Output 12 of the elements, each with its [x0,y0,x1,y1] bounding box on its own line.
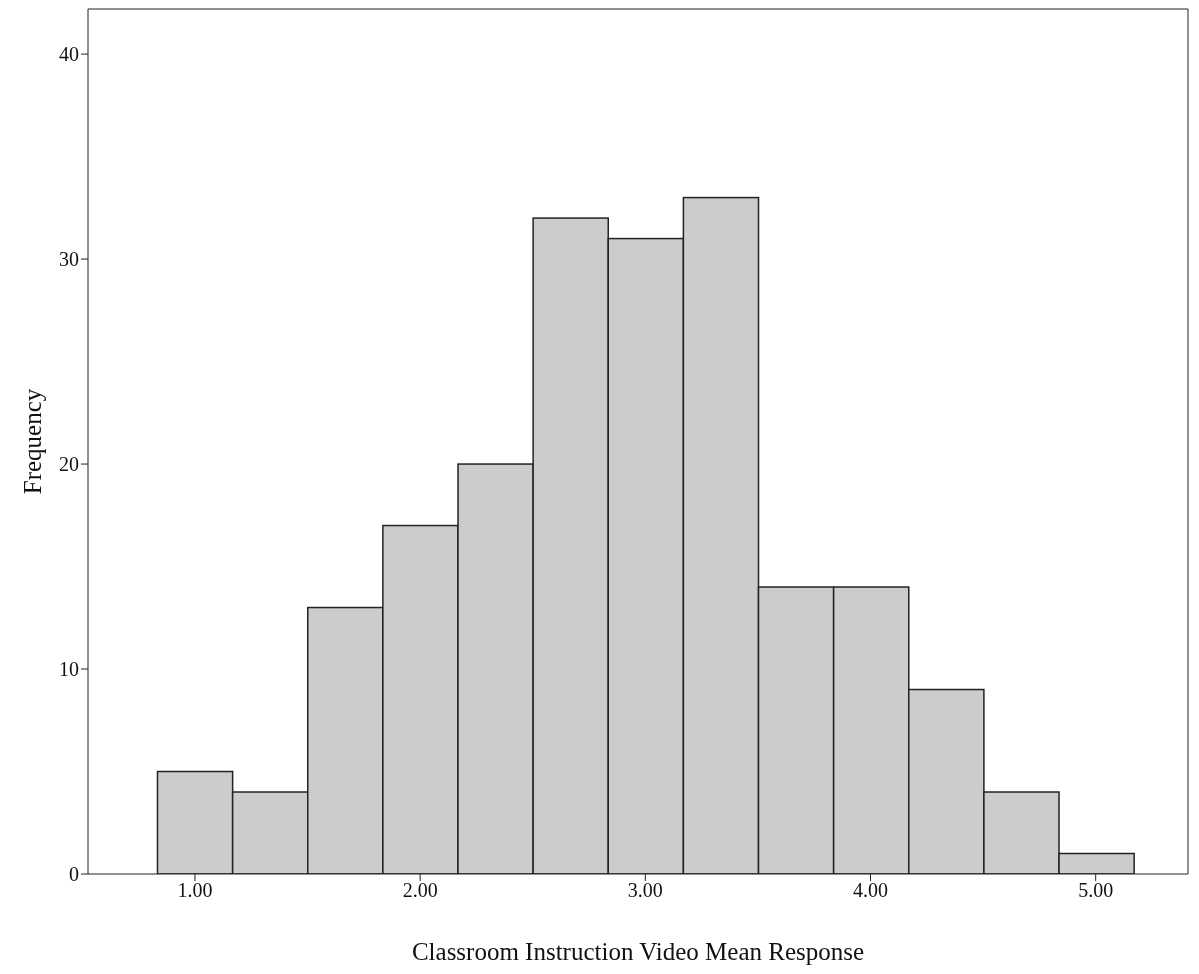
y-tick-label: 10 [59,658,79,681]
x-tick-label: 4.00 [853,879,888,902]
y-tick-label: 20 [59,453,79,476]
x-tick-label: 2.00 [402,879,438,902]
y-tick-label: 40 [59,43,79,66]
x-tick-label: 3.00 [627,879,663,902]
x-axis-title: Classroom Instruction Video Mean Response [411,938,865,965]
x-tick-label: 1.00 [177,879,213,902]
x-tick-label: 5.00 [1078,879,1114,902]
y-tick-label: 30 [59,248,79,271]
y-axis-title: Frequency [18,388,46,495]
y-tick-label: 0 [69,863,79,886]
